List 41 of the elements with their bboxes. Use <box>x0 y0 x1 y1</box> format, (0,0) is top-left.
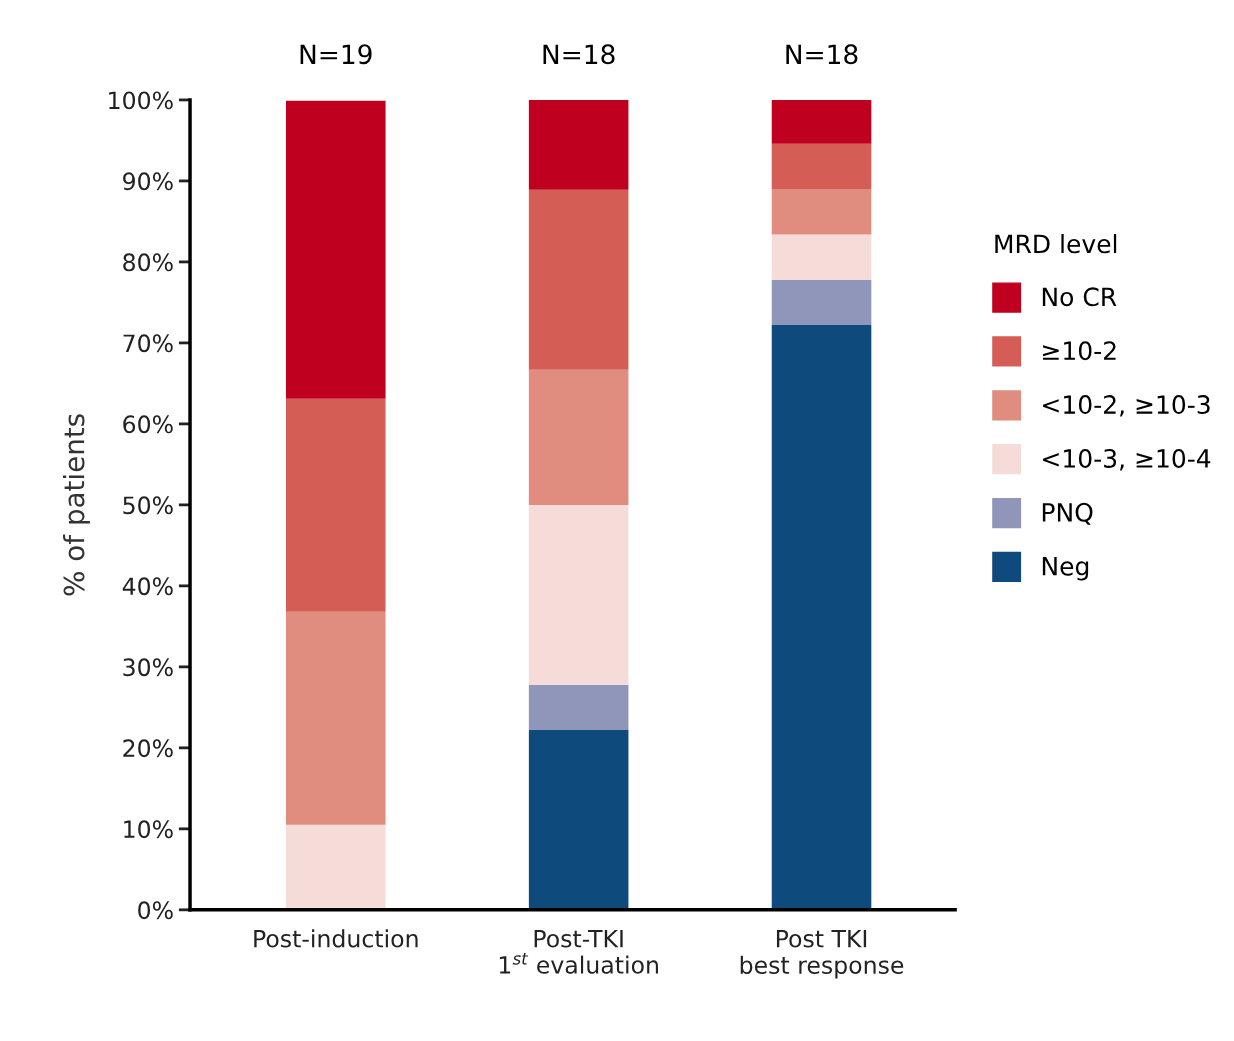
bar <box>771 189 872 235</box>
bar <box>528 730 629 910</box>
bar <box>528 189 629 370</box>
legend-label: No CR <box>1042 287 1117 307</box>
bar <box>771 325 872 910</box>
legend-label: PNQ <box>1042 502 1093 525</box>
bar <box>771 143 872 190</box>
bar <box>771 99 872 144</box>
annotation: N=19 <box>300 44 372 65</box>
y-axis-title: % of patients <box>63 414 90 596</box>
x-tick-label: Post-TKI 1$^{st}$ evaluation <box>499 930 658 974</box>
bar <box>528 684 629 731</box>
legend-title: MRD level <box>995 233 1117 254</box>
y-tick-label: 20% <box>123 739 173 758</box>
y-tick-label: 90% <box>123 172 173 191</box>
y-tick-label: 50% <box>123 496 173 515</box>
y-tick-label: 60% <box>123 415 173 434</box>
legend-label: <10-3, ≥10-4 <box>1043 448 1211 471</box>
bar <box>285 611 386 825</box>
legend-label: Neg <box>1042 557 1089 581</box>
bar <box>771 234 872 280</box>
y-tick-label: 10% <box>124 820 173 839</box>
bar <box>285 100 386 399</box>
y-tick-label: 100% <box>109 91 173 110</box>
bar <box>771 279 872 326</box>
y-tick-label: 0% <box>138 901 173 920</box>
y-tick-label: 70% <box>123 334 173 353</box>
annotation: N=18 <box>543 44 615 65</box>
annotation: N=18 <box>786 44 858 65</box>
bar <box>528 99 629 190</box>
bar <box>528 369 629 505</box>
bar <box>285 824 386 910</box>
y-tick-label: 30% <box>123 658 173 677</box>
legend-label: <10-2, ≥10-3 <box>1043 395 1210 417</box>
bar <box>285 398 386 612</box>
x-tick-label: Post TKI best response <box>740 930 904 979</box>
legend-label: ≥10-2 <box>1043 341 1116 361</box>
x-tick-label: Post-induction <box>254 929 418 948</box>
bar <box>528 504 629 685</box>
y-tick-label: 40% <box>122 577 173 596</box>
y-tick-label: 80% <box>123 253 173 272</box>
